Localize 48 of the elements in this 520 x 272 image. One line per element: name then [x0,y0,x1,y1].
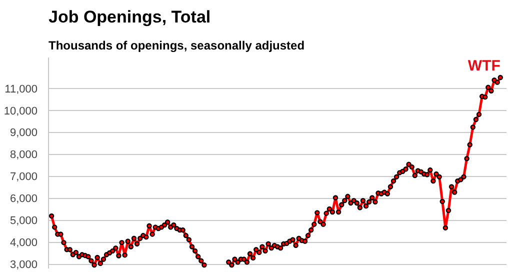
y-tick-label: 8,000 [10,149,38,162]
point [67,247,72,252]
y-tick-label: 7,000 [10,171,38,184]
point [192,248,198,254]
y-tick-label: 3,000 [10,259,38,272]
y-tick-label: 10,000 [4,105,38,118]
point [52,224,58,230]
point [125,238,130,244]
point [198,258,204,264]
y-tick-label: 11,000 [4,83,38,96]
point [113,245,118,251]
point [110,248,116,254]
point [58,232,64,237]
point [183,232,188,238]
point [146,223,152,228]
point [134,241,140,246]
point [88,258,94,264]
point [202,262,207,268]
point [116,253,122,258]
point [100,256,106,262]
point [164,220,170,225]
y-tick-label: 4,000 [10,237,38,250]
chart-subtitle: Thousands of openings, seasonally adjusted [48,38,305,52]
y-tick-label: 6,000 [10,193,38,206]
point [180,227,186,233]
y-tick-label: 9,000 [10,127,38,140]
point [122,252,128,258]
point [73,250,79,256]
point [171,222,176,228]
point [144,234,149,240]
point [186,237,192,242]
point [162,222,168,228]
point [119,240,124,246]
point [92,262,97,268]
chart-title: Job Openings, Total [48,8,211,26]
y-tick-label: 5,000 [10,215,38,228]
point [128,244,134,250]
point [61,240,66,246]
point [196,254,201,260]
point [48,213,54,219]
point [94,254,100,260]
point [138,236,143,241]
annotation: WTF [468,58,500,74]
point [86,254,91,260]
point [131,236,137,241]
point [189,244,195,250]
point [150,232,155,237]
point [98,260,104,266]
